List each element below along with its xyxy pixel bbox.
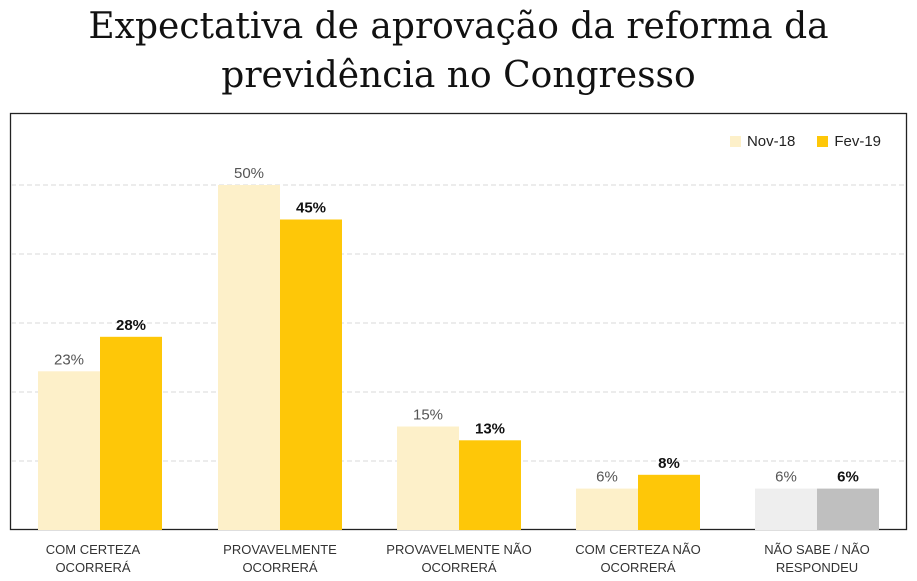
bar-fev [100, 336, 162, 530]
legend-item-fev: Fev-19 [817, 133, 881, 150]
data-label-fev: 6% [837, 469, 859, 486]
data-label-nov: 15% [413, 407, 443, 424]
data-label-fev: 13% [475, 420, 505, 437]
x-tick-label: NÃO SABE / NÃO RESPONDEU [764, 542, 870, 575]
data-label-fev: 8% [658, 455, 680, 472]
data-label-fev: 45% [296, 200, 326, 217]
chart-title: Expectativa de aprovação da reforma da p… [88, 6, 829, 96]
bar-nov [755, 488, 817, 530]
data-label-nov: 6% [775, 469, 797, 486]
bar-nov [576, 488, 638, 530]
bar-fev [280, 219, 342, 530]
bar-fev [638, 474, 700, 530]
legend-item-nov: Nov-18 [729, 133, 796, 150]
chart-legend: Nov-18 Fev-19 [729, 133, 881, 150]
bar-fev [817, 488, 879, 530]
legend-swatch-fev [817, 136, 829, 147]
legend-label-nov: Nov-18 [746, 133, 796, 150]
data-label-nov: 50% [234, 165, 264, 182]
legend-swatch-nov [729, 136, 741, 147]
bar-fev [459, 440, 521, 530]
bar-nov [218, 185, 280, 530]
legend-label-fev: Fev-19 [834, 133, 881, 150]
x-tick-label: COM CERTEZA NÃO OCORRERÁ [575, 542, 701, 575]
data-label-nov: 23% [54, 351, 84, 368]
x-tick-label: PROVAVELMENTE OCORRERÁ [223, 542, 337, 575]
bar-nov [397, 426, 459, 530]
bar-nov [38, 371, 100, 530]
x-tick-label: COM CERTEZA OCORRERÁ [45, 542, 141, 575]
data-label-nov: 6% [596, 469, 618, 486]
data-label-fev: 28% [116, 317, 146, 334]
x-tick-label: PROVAVELMENTE NÃO OCORRERÁ [386, 542, 532, 575]
